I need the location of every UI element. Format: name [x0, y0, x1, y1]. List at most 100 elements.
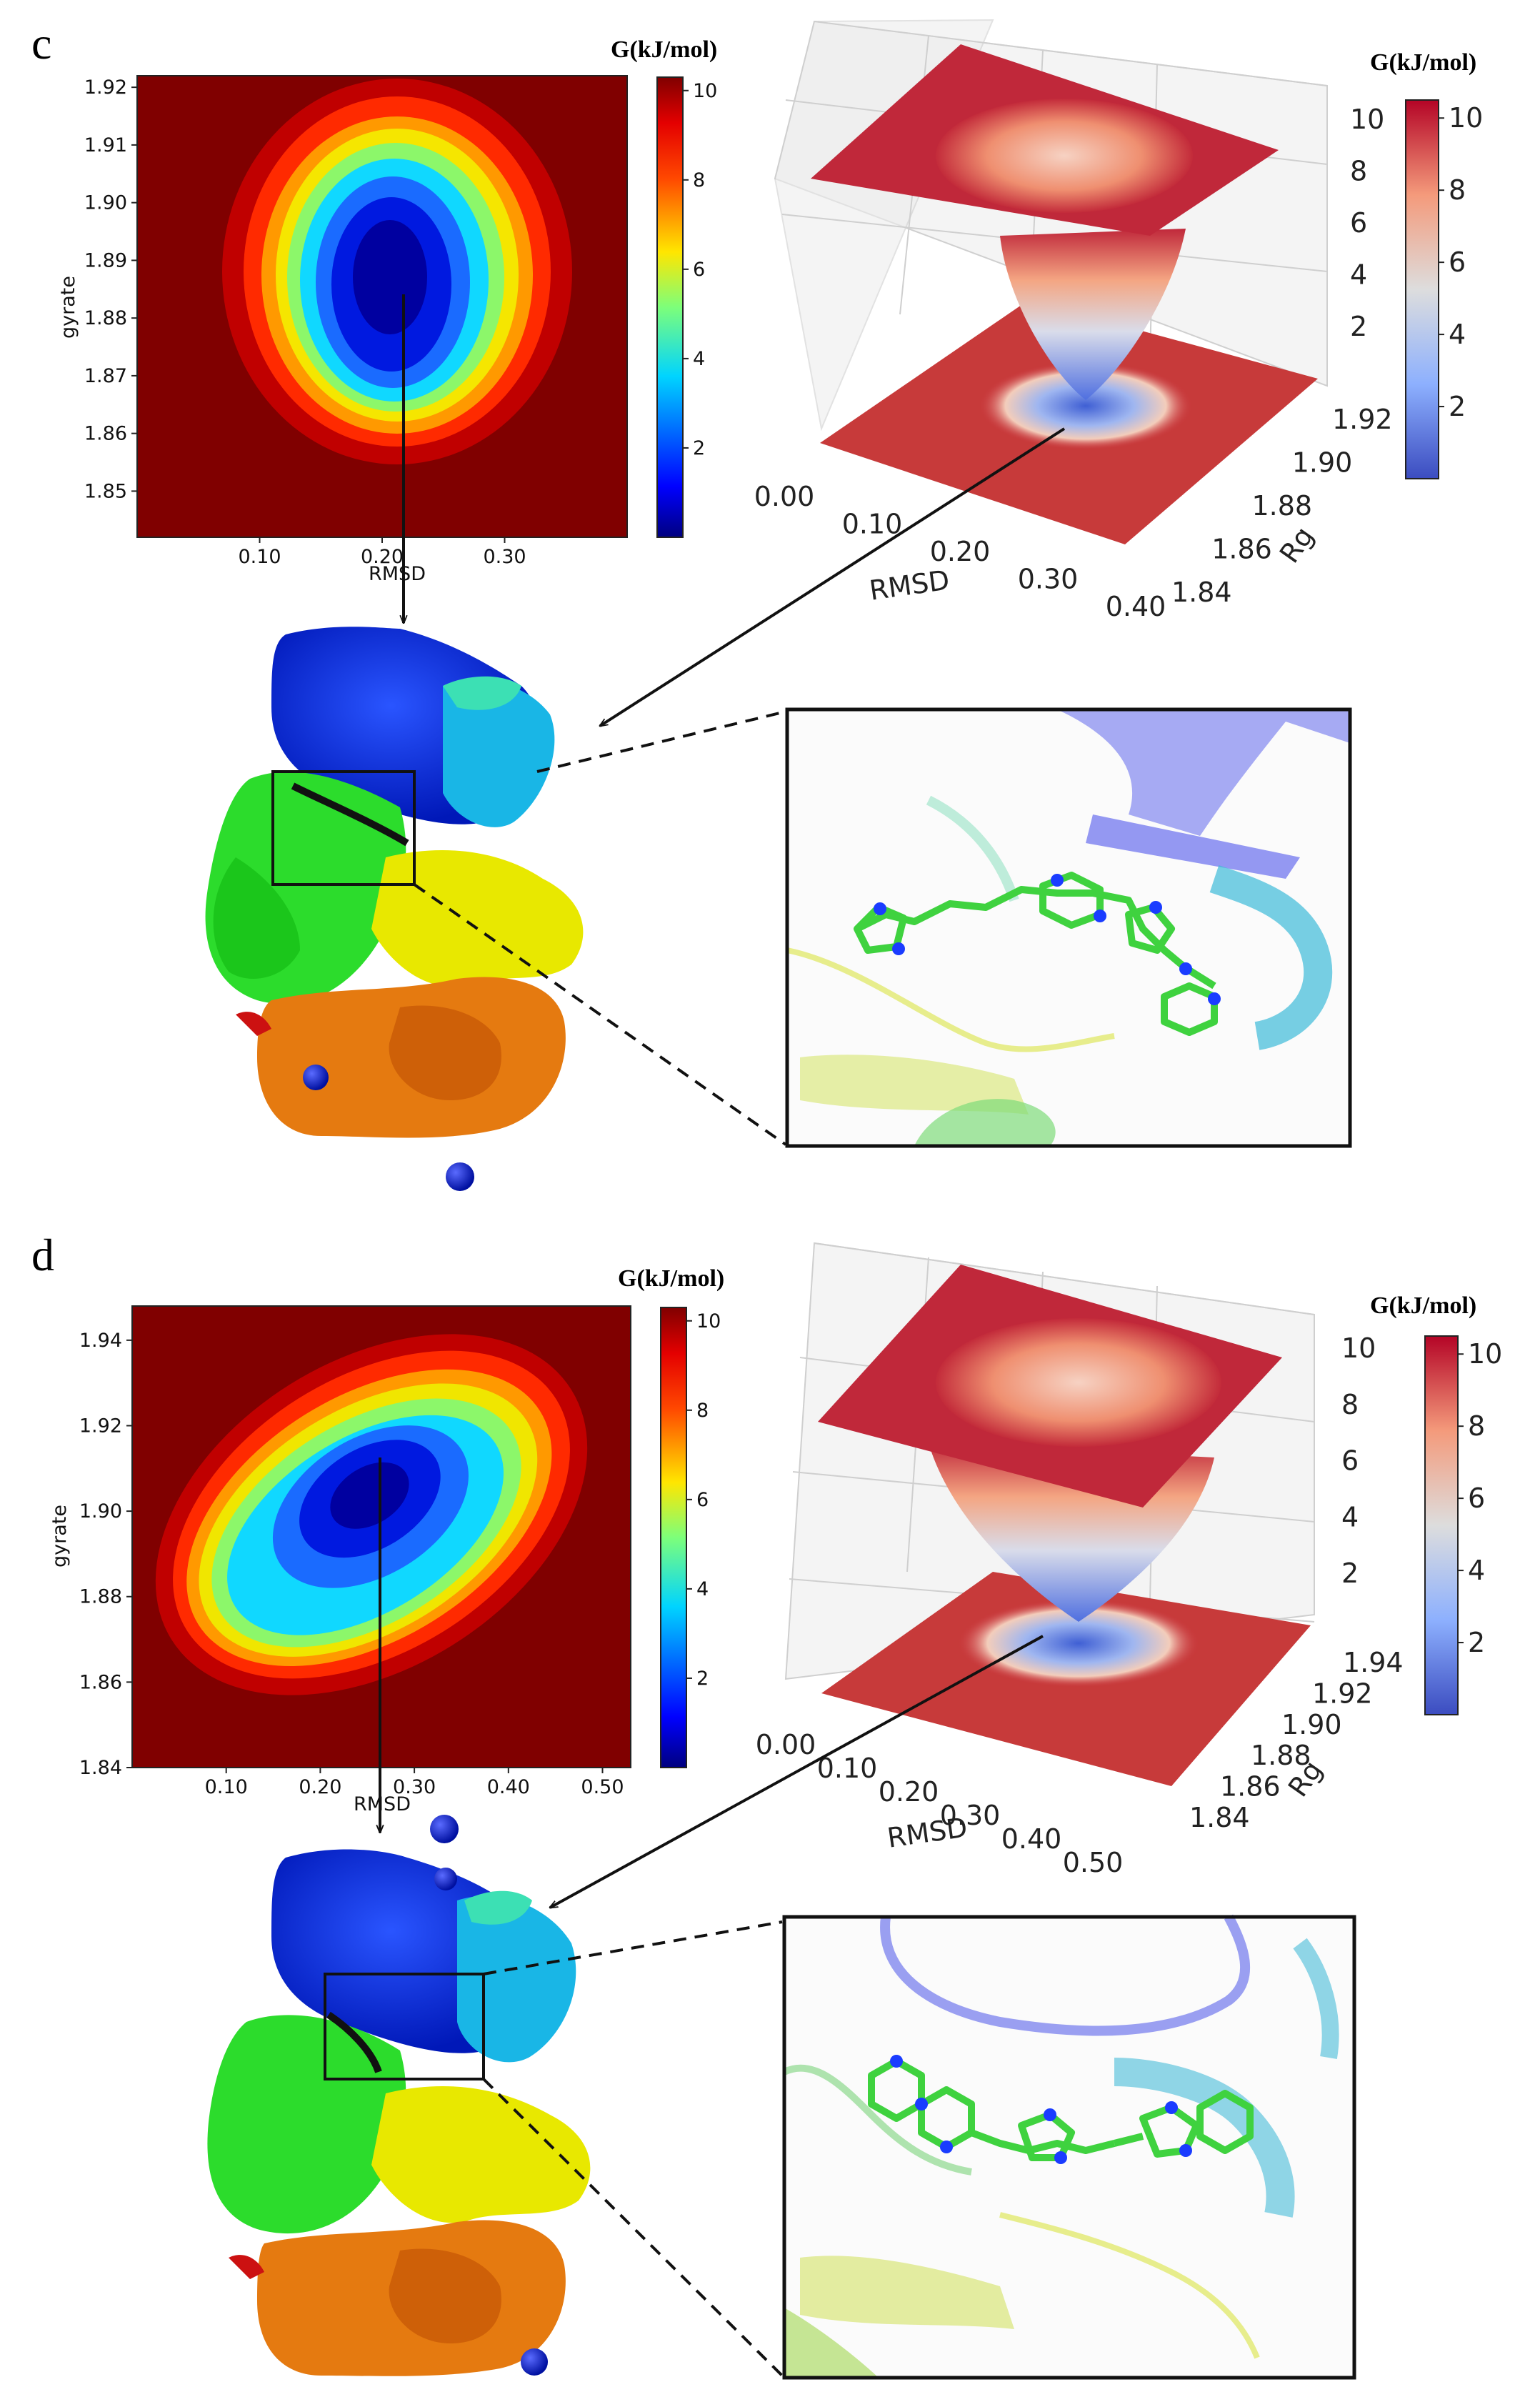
binding-site-box — [324, 1973, 485, 2080]
colorbar-gradient — [1405, 99, 1439, 479]
ligand-closeup-image — [785, 707, 1352, 1148]
colorbar-tick-label: 4 — [1449, 319, 1466, 350]
x-tick-label: 0.00 — [756, 1729, 816, 1760]
panel-letter: d — [31, 1230, 54, 1280]
colorbar-tick-label: 8 — [1468, 1410, 1485, 1442]
heatmap-colorbar: 2 4 6 8 10 G(kJ/mol) — [611, 36, 717, 538]
zoom-connector — [413, 883, 787, 1146]
y-tick-label: 1.94 — [1343, 1647, 1404, 1678]
surface-3d-floor-minimum — [957, 1599, 1200, 1688]
free-energy-heatmap: 0.10 0.20 0.30 1.85 1.86 1.87 1.88 1.89 1.90 1.9… — [57, 75, 628, 585]
panel-letter: c — [31, 18, 51, 69]
x-tick-label: 0.40 — [487, 1776, 530, 1798]
x-axis-label: RMSD — [885, 1812, 969, 1854]
z-tick-label: 6 — [1341, 1445, 1359, 1477]
colorbar-tick-label: 2 — [693, 437, 705, 459]
z-tick-label: 10 — [1350, 104, 1384, 135]
y-axis-label: gyrate — [49, 1505, 71, 1568]
y-tick-label: 1.86 — [1211, 534, 1272, 565]
x-axis-label: RMSD — [354, 1793, 411, 1815]
x-tick-label: 0.50 — [1063, 1847, 1124, 1878]
surface-3d-pit — [936, 1318, 1221, 1447]
x-tick-label: 0.30 — [940, 1800, 1001, 1831]
x-tick-label: 0.10 — [238, 546, 281, 568]
binding-site-box — [271, 770, 416, 886]
zoom-connector — [483, 1920, 783, 1975]
z-tick-label: 6 — [1350, 207, 1367, 239]
x-tick-label: 0.10 — [842, 509, 903, 540]
zoom-connector — [482, 2078, 784, 2377]
zoom-connector — [536, 710, 786, 773]
free-energy-surface-3d: 0.00 0.10 0.20 0.30 0.40 1.84 1.86 1.88 1.90 1.9… — [754, 19, 1393, 622]
x-tick-label: 0.20 — [930, 536, 991, 567]
panel-d: d 0.10 0.20 0.30 0.40 0.50 1.841.861.881.901… — [31, 1230, 1502, 2380]
y-axis-label: Rg — [1274, 521, 1320, 569]
free-energy-heatmap: 0.10 0.20 0.30 0.40 0.50 1.84 1.86 1.88 1.90 1.9… — [49, 1305, 631, 1815]
y-tick-label: 1.86 — [84, 423, 127, 445]
surface-3d-colorbar: 2 4 6 8 10 G(kJ/mol) — [1370, 1292, 1502, 1715]
colorbar-tick-label: 10 — [693, 80, 717, 102]
y-tick-label: 1.88 — [1251, 1740, 1311, 1771]
x-tick-label: 0.30 — [1018, 564, 1079, 595]
colorbar-tick-label: 4 — [1468, 1555, 1485, 1586]
y-tick-label: 1.87 — [84, 365, 127, 387]
y-tick-label: 1.84 — [1171, 577, 1232, 608]
colorbar-tick-label: 8 — [693, 169, 705, 191]
z-tick-label: 2 — [1350, 311, 1367, 342]
colorbar-tick-label: 4 — [696, 1578, 709, 1600]
y-tick-label: 1.91 — [84, 134, 127, 156]
z-tick-label: 10 — [1341, 1332, 1376, 1364]
z-tick-label: 8 — [1341, 1389, 1359, 1420]
protein-surface-image — [205, 627, 584, 1191]
colorbar-tick-label: 4 — [693, 348, 705, 370]
surface-3d-colorbar: 2 4 6 8 10 G(kJ/mol) — [1370, 49, 1483, 479]
colorbar-tick-label: 8 — [696, 1400, 709, 1422]
free-energy-surface-3d: 0.000.100.200.300.400.50 1.841.861.88 1.9… — [756, 1242, 1404, 1878]
z-tick-label: 4 — [1341, 1501, 1359, 1533]
heatmap-basin — [155, 1334, 588, 1695]
x-tick-label: 0.20 — [299, 1776, 341, 1798]
y-tick-label: 1.90 — [84, 192, 127, 214]
colorbar-tick-label: 6 — [693, 259, 705, 281]
x-tick-label: 0.30 — [393, 1776, 436, 1798]
y-tick-label: 1.88 — [79, 1586, 122, 1608]
colorbar-tick-label: 8 — [1449, 174, 1466, 206]
surface-3d-pit — [936, 99, 1193, 213]
y-tick-label: 1.92 — [1332, 404, 1393, 435]
y-tick-label: 1.84 — [1189, 1802, 1250, 1833]
ligand-closeup-image — [782, 1914, 1356, 2380]
colorbar-title: G(kJ/mol) — [618, 1265, 724, 1292]
y-tick-label: 1.92 — [79, 1415, 122, 1437]
colorbar-tick-label: 2 — [696, 1668, 709, 1690]
heatmap-colorbar: 2 4 6 8 10 G(kJ/mol) — [618, 1265, 724, 1768]
colorbar-title: G(kJ/mol) — [1370, 1292, 1476, 1319]
colorbar-gradient — [656, 76, 684, 538]
panel-c: c 0.10 0.20 0.30 1.85 1.86 1.87 1.88 1.89 1.90 1… — [31, 18, 1483, 1191]
colorbar-tick-label: 10 — [1449, 102, 1483, 134]
x-tick-label: 0.20 — [361, 546, 404, 568]
y-tick-label: 1.89 — [84, 249, 127, 271]
z-tick-label: 4 — [1350, 259, 1367, 291]
x-axis-label: RMSD — [867, 564, 951, 607]
colorbar-tick-label: 2 — [1468, 1627, 1485, 1658]
colorbar-tick-label: 10 — [1468, 1338, 1502, 1370]
surface-3d-floor-minimum — [979, 362, 1193, 450]
colorbar-tick-label: 2 — [1449, 391, 1466, 422]
y-tick-label: 1.85 — [84, 480, 127, 502]
surface-3d-funnel — [1000, 229, 1186, 400]
x-tick-label: 0.00 — [754, 481, 815, 512]
colorbar-gradient — [660, 1307, 687, 1768]
z-tick-label: 2 — [1341, 1558, 1359, 1589]
x-tick-label: 0.10 — [817, 1753, 878, 1784]
protein-surface-image — [207, 1815, 591, 2376]
y-tick-label: 1.86 — [79, 1671, 122, 1693]
x-tick-label: 0.40 — [1001, 1823, 1062, 1855]
y-tick-label: 1.92 — [84, 76, 127, 99]
z-tick-label: 8 — [1350, 156, 1367, 187]
heatmap-basin — [222, 79, 572, 464]
y-tick-label: 1.94 — [79, 1330, 122, 1352]
minimum-arrow — [550, 1635, 1044, 1909]
y-tick-label: 1.86 — [1220, 1771, 1281, 1803]
x-tick-label: 0.20 — [879, 1776, 939, 1808]
